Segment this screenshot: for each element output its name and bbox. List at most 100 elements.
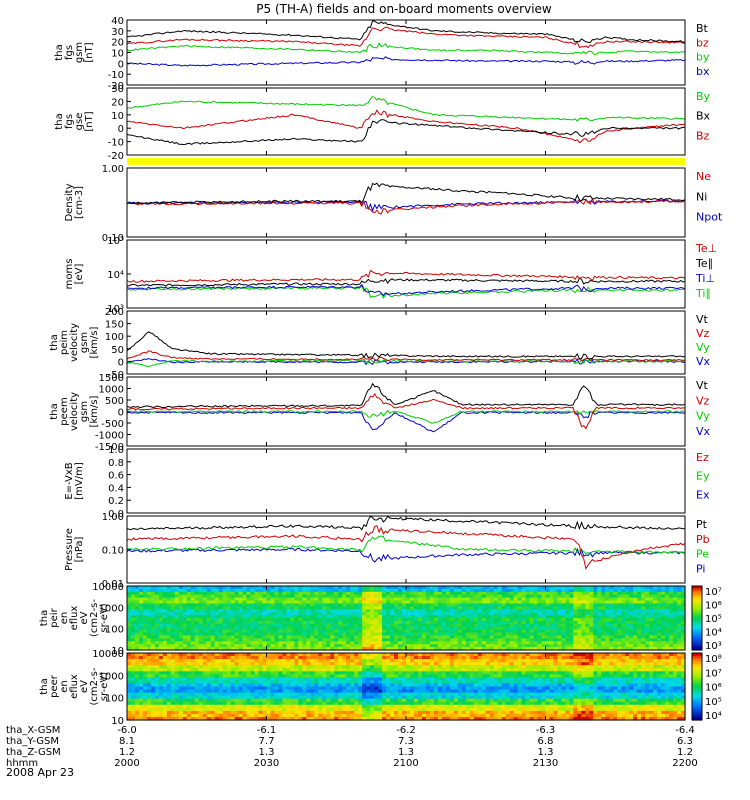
heatmap-cell <box>386 635 391 639</box>
heatmap-cell <box>242 710 248 715</box>
heatmap-cell <box>178 683 184 688</box>
heatmap-cell <box>681 638 686 642</box>
heatmap-cell <box>390 620 395 625</box>
heatmap-cell <box>286 689 292 694</box>
heatmap-cell <box>402 588 407 593</box>
heatmap-cell <box>390 635 395 639</box>
heatmap-cell <box>378 695 383 700</box>
heatmap-cell <box>513 626 519 631</box>
heatmap-cell <box>290 698 295 703</box>
panel-ylabel: thafgsgse[nT] <box>54 111 95 131</box>
heatmap-cell <box>222 606 228 610</box>
colorbar-cell <box>692 588 702 592</box>
heatmap-cell <box>441 638 447 642</box>
heatmap-cell <box>366 623 371 628</box>
heatmap-cell <box>322 713 327 718</box>
heatmap-cell <box>210 689 216 694</box>
heatmap-cell <box>657 635 662 639</box>
heatmap-cell <box>170 591 176 596</box>
heatmap-cell <box>629 597 634 602</box>
heatmap-cell <box>617 618 622 622</box>
heatmap-cell <box>198 686 204 691</box>
heatmap-cell <box>509 586 515 590</box>
heatmap-cell <box>406 615 411 619</box>
heatmap-cell <box>545 591 551 596</box>
legend-entry: Ti∥ <box>695 287 711 300</box>
heatmap-cell <box>374 638 379 642</box>
heatmap-cell <box>370 671 375 675</box>
heatmap-cell <box>182 704 188 709</box>
heatmap-cell <box>198 606 204 610</box>
heatmap-cell <box>326 659 331 663</box>
heatmap-cell <box>549 623 555 628</box>
heatmap-cell <box>334 701 339 706</box>
heatmap-cell <box>190 620 196 625</box>
heatmap-cell <box>398 618 403 622</box>
heatmap-cell <box>174 677 180 682</box>
heatmap-cell <box>354 704 359 709</box>
heatmap-cell <box>382 683 387 688</box>
heatmap-cell <box>382 618 387 622</box>
heatmap-cell <box>645 588 650 593</box>
heatmap-cell <box>334 647 339 651</box>
heatmap-cell <box>406 659 411 663</box>
heatmap-cell <box>130 689 136 694</box>
heatmap-cell <box>366 647 371 651</box>
heatmap-cell <box>366 644 371 648</box>
heatmap-cell <box>366 695 371 700</box>
heatmap-cell <box>138 665 144 669</box>
heatmap-cell <box>334 597 339 602</box>
heatmap-cell <box>198 701 204 706</box>
heatmap-cell <box>413 632 419 637</box>
heatmap-cell <box>366 615 371 619</box>
heatmap-cell <box>354 603 359 607</box>
heatmap-cell <box>226 606 232 610</box>
ylabel-line: tha <box>49 334 60 350</box>
heatmap-cell <box>182 603 188 607</box>
heatmap-cell <box>629 586 634 590</box>
heatmap-cell <box>230 594 236 599</box>
heatmap-cell <box>190 638 196 642</box>
heatmap-cell <box>629 626 634 631</box>
heatmap-cell <box>138 641 144 645</box>
heatmap-cell <box>653 603 658 607</box>
heatmap-cell <box>298 594 303 599</box>
heatmap-cell <box>565 618 571 622</box>
heatmap-cell <box>621 603 626 607</box>
heatmap-cell <box>166 647 172 651</box>
heatmap-cell <box>202 653 208 657</box>
heatmap-cell <box>262 606 268 610</box>
heatmap-cell <box>409 659 415 663</box>
heatmap-cell <box>278 638 284 642</box>
heatmap-cell <box>314 695 319 700</box>
heatmap-cell <box>425 620 431 625</box>
ytick-label: 10³ <box>107 304 124 315</box>
heatmap-cell <box>386 671 391 675</box>
heatmap-cell <box>127 677 132 682</box>
heatmap-cell <box>358 635 363 639</box>
heatmap-cell <box>146 704 152 709</box>
heatmap-cell <box>154 707 160 712</box>
heatmap-cell <box>398 603 403 607</box>
heatmap-cell <box>214 626 220 631</box>
heatmap-cell <box>246 662 252 666</box>
heatmap-cell <box>258 626 264 631</box>
heatmap-cell <box>537 632 543 637</box>
heatmap-cell <box>194 626 200 631</box>
heatmap-cell <box>501 626 507 631</box>
heatmap-cell <box>250 618 256 622</box>
heatmap-cell <box>469 626 475 631</box>
heatmap-cell <box>541 591 547 596</box>
heatmap-cell <box>266 710 272 715</box>
heatmap-cell <box>350 710 355 715</box>
heatmap-cell <box>246 647 252 651</box>
ytick-label: 500 <box>105 396 124 407</box>
heatmap-cell <box>310 659 315 663</box>
heatmap-cell <box>382 671 387 675</box>
heatmap-cell <box>505 647 511 651</box>
heatmap-cell <box>230 677 236 682</box>
heatmap-cell <box>541 612 547 616</box>
heatmap-cell <box>266 638 272 642</box>
heatmap-cell <box>394 591 399 596</box>
heatmap-cell <box>641 644 646 648</box>
